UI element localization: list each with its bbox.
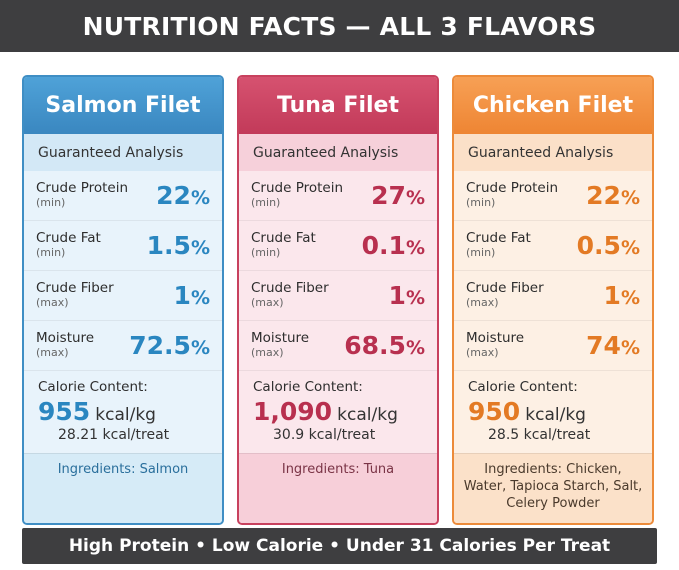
nutrient-qualifier: (min): [466, 245, 496, 259]
kcal-per-treat: 28.21 kcal/treat: [58, 427, 170, 443]
nutrient-qualifier: (min): [36, 245, 66, 259]
nutrient-row: Crude Protein (min) 22%: [24, 171, 222, 221]
card-title: Salmon Filet: [24, 77, 222, 134]
kcal-unit: kcal/kg: [95, 405, 156, 425]
nutrient-value: 1: [603, 281, 621, 310]
nutrient-name: Crude Fat: [36, 230, 101, 247]
nutrient-value: 68.5: [344, 331, 406, 360]
section-label: Guaranteed Analysis: [454, 134, 652, 171]
nutrient-value: 22: [156, 181, 191, 210]
kcal-value: 950: [468, 397, 521, 426]
nutrient-row: Crude Protein (min) 22%: [454, 171, 652, 221]
footer-banner: High Protein • Low Calorie • Under 31 Ca…: [22, 528, 657, 564]
nutrient-unit: %: [190, 187, 210, 209]
nutrient-name: Crude Fiber: [36, 280, 114, 297]
section-label: Guaranteed Analysis: [24, 134, 222, 171]
nutrient-unit: %: [620, 237, 640, 259]
nutrient-row: Crude Fat (min) 0.1%: [239, 221, 437, 271]
nutrient-qualifier: (max): [251, 295, 284, 309]
nutrient-row: Crude Fat (min) 0.5%: [454, 221, 652, 271]
nutrient-unit: %: [190, 287, 210, 309]
nutrient-unit: %: [620, 337, 640, 359]
nutrient-row: Crude Fiber (max) 1%: [454, 271, 652, 321]
salmon-card: Salmon Filet Guaranteed Analysis Crude P…: [22, 75, 224, 525]
kcal-unit: kcal/kg: [337, 405, 398, 425]
chicken-card: Chicken Filet Guaranteed Analysis Crude …: [452, 75, 654, 525]
nutrient-qualifier: (min): [36, 195, 66, 209]
nutrient-name: Crude Fiber: [251, 280, 329, 297]
nutrient-name: Crude Protein: [251, 180, 344, 197]
nutrient-qualifier: (max): [251, 345, 284, 359]
nutrient-qualifier: (min): [466, 195, 496, 209]
calorie-label: Calorie Content:: [468, 379, 578, 395]
nutrient-rows: Crude Protein (min) 22% Crude Fat (min) 1.…: [24, 171, 222, 371]
kcal-per-treat: 28.5 kcal/treat: [488, 427, 591, 443]
calorie-label: Calorie Content:: [253, 379, 363, 395]
nutrient-value: 74: [586, 331, 621, 360]
nutrient-qualifier: (max): [466, 345, 499, 359]
nutrient-value: 22: [586, 181, 621, 210]
nutrient-row: Moisture (max) 68.5%: [239, 321, 437, 371]
nutrient-value: 27: [371, 181, 406, 210]
nutrient-value: 0.5: [576, 231, 621, 260]
nutrient-row: Moisture (max) 74%: [454, 321, 652, 371]
section-label: Guaranteed Analysis: [239, 134, 437, 171]
nutrient-value: 72.5: [129, 331, 191, 360]
calorie-content: Calorie Content: 955 kcal/kg 28.21 kcal/…: [24, 371, 222, 453]
ingredients: Ingredients: Salmon: [24, 453, 222, 523]
calorie-content: Calorie Content: 950 kcal/kg 28.5 kcal/t…: [454, 371, 652, 453]
nutrient-qualifier: (max): [36, 345, 69, 359]
nutrient-name: Crude Fat: [251, 230, 316, 247]
ingredients: Ingredients: Tuna: [239, 453, 437, 523]
kcal-value: 955: [38, 397, 91, 426]
page-title: NUTRITION FACTS — ALL 3 FLAVORS: [0, 0, 679, 52]
ingredients: Ingredients: Chicken, Water, Tapioca Sta…: [454, 453, 652, 523]
kcal-unit: kcal/kg: [525, 405, 586, 425]
nutrient-qualifier: (max): [466, 295, 499, 309]
kcal-per-treat: 30.9 kcal/treat: [273, 427, 376, 443]
card-title: Chicken Filet: [454, 77, 652, 134]
nutrient-unit: %: [620, 187, 640, 209]
nutrient-unit: %: [190, 337, 210, 359]
card-title: Tuna Filet: [239, 77, 437, 134]
nutrient-value: 1: [388, 281, 406, 310]
nutrient-row: Crude Fat (min) 1.5%: [24, 221, 222, 271]
nutrient-qualifier: (min): [251, 195, 281, 209]
calorie-label: Calorie Content:: [38, 379, 148, 395]
nutrient-name: Moisture: [466, 330, 525, 347]
nutrient-row: Crude Fiber (max) 1%: [239, 271, 437, 321]
nutrient-row: Crude Protein (min) 27%: [239, 171, 437, 221]
nutrient-rows: Crude Protein (min) 27% Crude Fat (min) 0.…: [239, 171, 437, 371]
nutrient-name: Crude Protein: [36, 180, 129, 197]
nutrient-unit: %: [405, 337, 425, 359]
tuna-card: Tuna Filet Guaranteed Analysis Crude Pro…: [237, 75, 439, 525]
nutrient-unit: %: [190, 237, 210, 259]
nutrient-unit: %: [405, 237, 425, 259]
nutrient-name: Moisture: [36, 330, 95, 347]
calorie-content: Calorie Content: 1,090 kcal/kg 30.9 kcal…: [239, 371, 437, 453]
nutrient-name: Moisture: [251, 330, 310, 347]
nutrient-name: Crude Fiber: [466, 280, 544, 297]
nutrient-name: Crude Fat: [466, 230, 531, 247]
kcal-value: 1,090: [253, 397, 333, 426]
nutrient-qualifier: (min): [251, 245, 281, 259]
nutrient-unit: %: [405, 287, 425, 309]
nutrient-unit: %: [620, 287, 640, 309]
nutrient-qualifier: (max): [36, 295, 69, 309]
nutrient-value: 1: [173, 281, 191, 310]
nutrient-name: Crude Protein: [466, 180, 559, 197]
nutrient-rows: Crude Protein (min) 22% Crude Fat (min) 0.…: [454, 171, 652, 371]
nutrient-value: 1.5: [146, 231, 191, 260]
nutrient-row: Crude Fiber (max) 1%: [24, 271, 222, 321]
nutrient-row: Moisture (max) 72.5%: [24, 321, 222, 371]
nutrient-unit: %: [405, 187, 425, 209]
nutrient-value: 0.1: [361, 231, 406, 260]
